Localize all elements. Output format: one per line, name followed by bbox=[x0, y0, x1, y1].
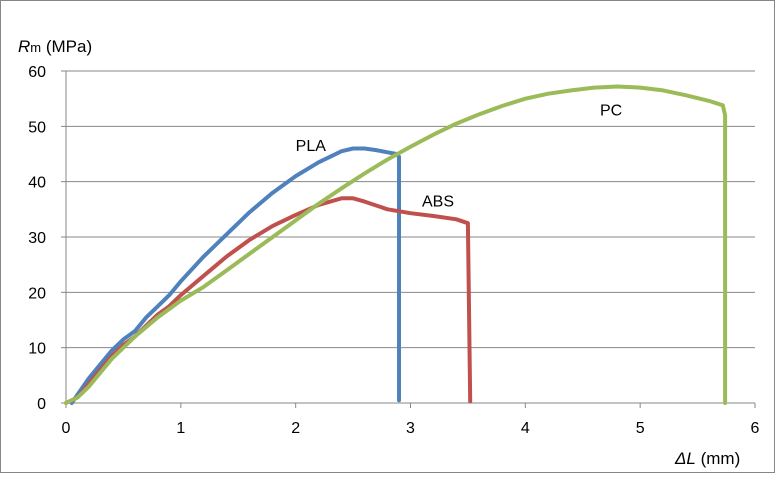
y-tick-label: 40 bbox=[28, 175, 46, 192]
y-tick-label: 20 bbox=[28, 285, 46, 302]
series-label-abs: ABS bbox=[422, 194, 454, 211]
series-lines bbox=[64, 84, 728, 405]
x-tick-label: 0 bbox=[62, 420, 71, 437]
x-tick-label: 4 bbox=[521, 420, 530, 437]
y-tick-label: 30 bbox=[28, 230, 46, 247]
series-line-pc bbox=[64, 84, 728, 405]
x-tick-label: 5 bbox=[636, 420, 645, 437]
y-tick-label: 60 bbox=[28, 64, 46, 81]
x-axis-title: ΔL (mm) bbox=[674, 449, 740, 468]
series-label-pla: PLA bbox=[296, 138, 327, 155]
x-tick-label: 6 bbox=[751, 420, 760, 437]
x-tick-label: 1 bbox=[176, 420, 185, 437]
y-tick-label: 10 bbox=[28, 341, 46, 358]
y-axis-title: Rm (MPa) bbox=[18, 37, 92, 56]
series-label-pc: PC bbox=[600, 102, 622, 119]
gridlines bbox=[66, 70, 755, 349]
series-line-pla bbox=[69, 146, 401, 405]
y-tick-label: 0 bbox=[37, 396, 46, 413]
x-tick-label: 3 bbox=[406, 420, 415, 437]
y-tick-label: 50 bbox=[28, 119, 46, 136]
series-annotations: PLA ABS PC bbox=[296, 102, 623, 210]
tick-labels: 0 10 20 30 40 50 60 0 1 2 3 4 5 6 bbox=[28, 64, 759, 437]
x-tick-label: 2 bbox=[291, 420, 300, 437]
